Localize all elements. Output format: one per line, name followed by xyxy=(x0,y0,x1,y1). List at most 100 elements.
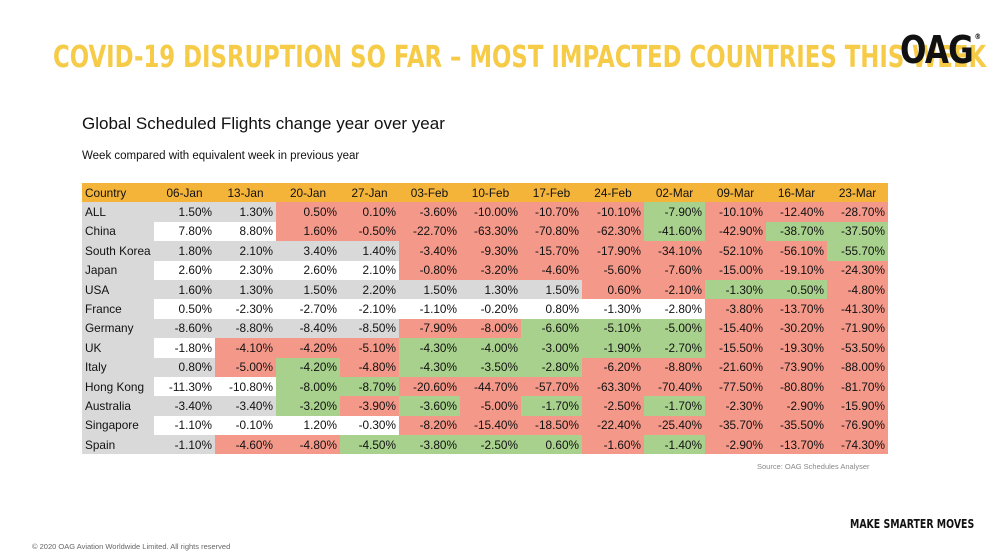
table-cell: -4.30% xyxy=(399,338,460,358)
column-header-24-feb: 24-Feb xyxy=(582,183,644,203)
table-cell: 1.30% xyxy=(460,279,521,300)
table-cell: -10.80% xyxy=(215,376,276,397)
table-cell: -15.40% xyxy=(460,415,521,436)
table-cell: -35.70% xyxy=(705,415,766,436)
table-cell: -7.90% xyxy=(399,318,460,339)
table-cell: -80.80% xyxy=(766,376,827,397)
table-cell: -1.40% xyxy=(644,435,705,455)
tagline: MAKE SMARTER MOVES xyxy=(850,517,975,531)
table-cell: -8.00% xyxy=(276,376,340,397)
table-cell: -0.50% xyxy=(340,221,399,242)
table-cell: 2.60% xyxy=(276,260,340,280)
table-cell: -0.30% xyxy=(340,415,399,436)
country-label: Singapore xyxy=(82,415,154,436)
table-cell: -22.70% xyxy=(399,221,460,242)
table-cell: -70.40% xyxy=(644,376,705,397)
table-cell: -8.40% xyxy=(276,318,340,339)
country-label: USA xyxy=(82,279,154,300)
table-cell: -5.00% xyxy=(460,396,521,416)
table-cell: -4.30% xyxy=(399,357,460,377)
table-row-australia: Australia -3.40% -3.40% -3.20% -3.90% -3.60% -… xyxy=(82,396,888,416)
table-cell: -10.10% xyxy=(705,202,766,222)
table-cell: -1.30% xyxy=(705,279,766,300)
column-header-country: Country xyxy=(82,183,154,203)
table-cell: -3.40% xyxy=(399,241,460,261)
table-cell: 1.40% xyxy=(340,241,399,261)
table-cell: -10.70% xyxy=(521,202,582,222)
table-cell: 0.80% xyxy=(521,299,582,319)
country-label: South Korea xyxy=(82,241,154,261)
table-cell: -3.00% xyxy=(521,338,582,358)
table-cell: -4.80% xyxy=(340,357,399,377)
column-header-13-jan: 13-Jan xyxy=(215,183,276,203)
table-cell: 0.80% xyxy=(154,357,215,377)
table-cell: -6.20% xyxy=(582,357,644,377)
table-cell: -63.30% xyxy=(582,376,644,397)
table-cell: -55.70% xyxy=(827,241,888,261)
table-cell: -0.80% xyxy=(399,260,460,280)
table-cell: -70.80% xyxy=(521,221,582,242)
table-cell: -3.20% xyxy=(460,260,521,280)
table-cell: -2.10% xyxy=(644,279,705,300)
table-cell: -41.60% xyxy=(644,221,705,242)
table-cell: -4.80% xyxy=(276,435,340,455)
table-cell: -63.30% xyxy=(460,221,521,242)
table-cell: -18.50% xyxy=(521,415,582,436)
table-row-all: ALL 1.50% 1.30% 0.50% 0.10% -3.60% -10.00% -10.… xyxy=(82,202,888,222)
table-cell: -3.60% xyxy=(399,396,460,416)
table-cell: -1.30% xyxy=(582,299,644,319)
table-cell: -10.00% xyxy=(460,202,521,222)
table-cell: -8.50% xyxy=(340,318,399,339)
table-cell: -7.90% xyxy=(644,202,705,222)
table-cell: -35.50% xyxy=(766,415,827,436)
column-header-06-jan: 06-Jan xyxy=(154,183,215,203)
chart-title: Global Scheduled Flights change year ove… xyxy=(82,114,445,133)
table-cell: -12.40% xyxy=(766,202,827,222)
table-cell: -13.70% xyxy=(766,299,827,319)
table-cell: 0.50% xyxy=(154,299,215,319)
column-header-09-mar: 09-Mar xyxy=(705,183,766,203)
table-cell: -3.60% xyxy=(399,202,460,222)
table-cell: 1.30% xyxy=(215,202,276,222)
table-cell: 0.60% xyxy=(521,435,582,455)
table-cell: -8.70% xyxy=(340,376,399,397)
table-cell: -5.10% xyxy=(582,318,644,339)
table-cell: -1.70% xyxy=(644,396,705,416)
table-cell: -42.90% xyxy=(705,221,766,242)
table-cell: -21.60% xyxy=(705,357,766,377)
table-cell: -38.70% xyxy=(766,221,827,242)
table-row-germany: Germany -8.60% -8.80% -8.40% -8.50% -7.90% -8.… xyxy=(82,318,888,339)
logo-text: OAG xyxy=(900,28,974,72)
table-cell: -52.10% xyxy=(705,241,766,261)
table-cell: -5.00% xyxy=(215,357,276,377)
table-cell: 1.50% xyxy=(154,202,215,222)
table-cell: -2.50% xyxy=(582,396,644,416)
column-header-16-mar: 16-Mar xyxy=(766,183,827,203)
table-cell: -2.30% xyxy=(215,299,276,319)
table-cell: -74.30% xyxy=(827,435,888,455)
table-cell: 0.60% xyxy=(582,279,644,300)
oag-logo: OAG ® xyxy=(900,28,982,72)
table-cell: 1.50% xyxy=(276,279,340,300)
registered-mark: ® xyxy=(974,32,982,41)
table-cell: -15.90% xyxy=(827,396,888,416)
table-row-uk: UK -1.80% -4.10% -4.20% -5.10% -4.30% -4.00% -3… xyxy=(82,338,888,358)
table-cell: -8.00% xyxy=(460,318,521,339)
table-cell: 2.60% xyxy=(154,260,215,280)
table-cell: -5.60% xyxy=(582,260,644,280)
page-headline: COVID-19 DISRUPTION SO FAR – MOST IMPACT… xyxy=(53,40,987,75)
table-cell: -37.50% xyxy=(827,221,888,242)
table-cell: -81.70% xyxy=(827,376,888,397)
table-cell: 2.20% xyxy=(340,279,399,300)
table-row-china: China 7.80% 8.80% 1.60% -0.50% -22.70% -63.30%… xyxy=(82,221,888,242)
table-cell: -2.70% xyxy=(644,338,705,358)
table-cell: -2.80% xyxy=(644,299,705,319)
table-cell: 1.60% xyxy=(276,221,340,242)
table-row-france: France 0.50% -2.30% -2.70% -2.10% -1.10% -0.20… xyxy=(82,299,888,319)
table-cell: -1.70% xyxy=(521,396,582,416)
table-cell: -6.60% xyxy=(521,318,582,339)
column-header-02-mar: 02-Mar xyxy=(644,183,705,203)
table-cell: 8.80% xyxy=(215,221,276,242)
table-cell: 1.80% xyxy=(154,241,215,261)
table-cell: -2.50% xyxy=(460,435,521,455)
